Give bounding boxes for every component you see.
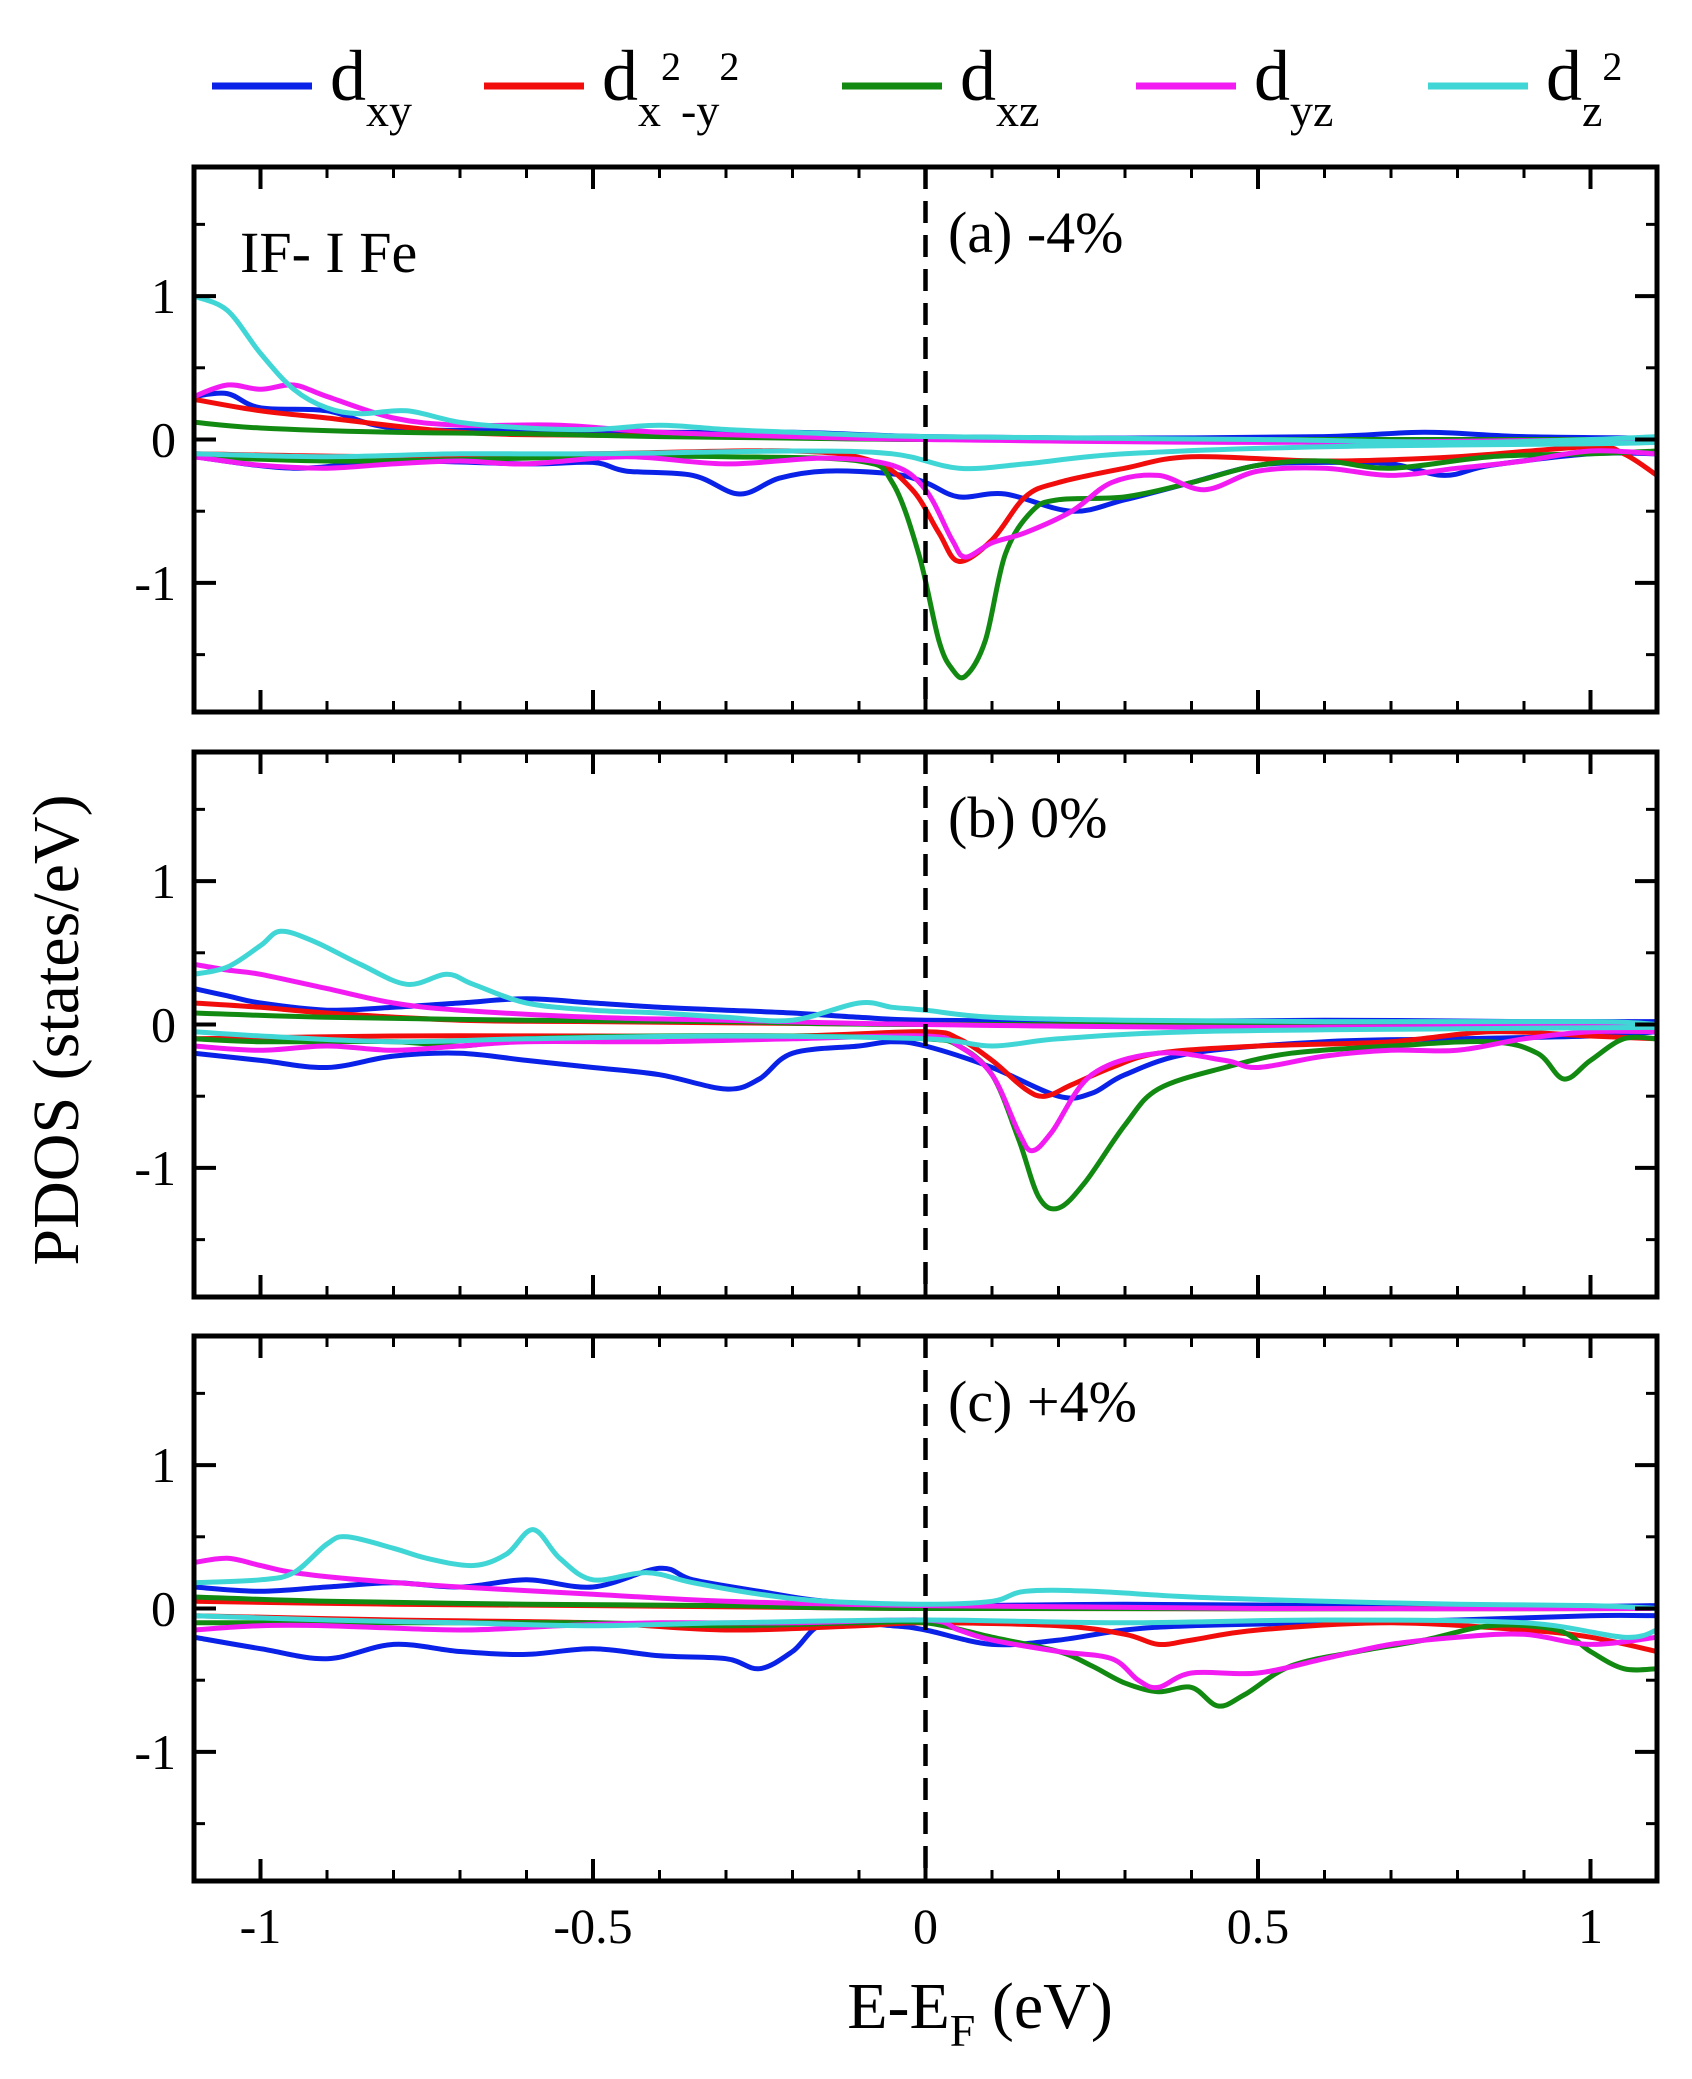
legend-part: -y — [681, 85, 719, 136]
x-axis-title-unit: (eV) — [975, 1970, 1112, 2043]
legend: dxy dx2-y2 dxz dyz dz2 — [212, 36, 1622, 136]
series-dz2-up — [194, 928, 1657, 1027]
series-dz2-down — [194, 439, 1657, 472]
panel-label: (b) 0% — [948, 785, 1107, 850]
legend-part: z — [1582, 85, 1602, 136]
legend-label-dz2: dz2 — [1546, 36, 1622, 136]
series-group — [194, 293, 1657, 681]
system-label: IF- I Fe — [240, 220, 417, 285]
legend-part: d — [330, 36, 366, 116]
legend-part: d — [602, 36, 638, 116]
legend-part: yz — [1290, 85, 1333, 136]
legend-part: 2 — [719, 44, 739, 89]
legend-item-dxy: dxy — [212, 36, 412, 136]
x-tick-label: 0 — [913, 1898, 938, 1954]
y-tick-label: 0 — [151, 412, 176, 468]
panels: 1 0 -1 (a) -4% IF- I Fe 1 0 -1 (b) 0% -1 -0.5 0 0.5 1… — [134, 164, 1660, 1954]
x-axis-title-sub: F — [950, 2005, 976, 2056]
legend-item-dx2y2: dx2-y2 — [484, 36, 739, 136]
x-axis-title: E-EF (eV) — [847, 1970, 1113, 2056]
panel-label: (c) +4% — [948, 1369, 1137, 1434]
legend-label-dxz: dxz — [960, 36, 1039, 136]
legend-part: 2 — [661, 44, 681, 89]
series-dyz-up — [194, 1555, 1657, 1612]
legend-part: d — [1254, 36, 1290, 116]
legend-part: xz — [996, 85, 1039, 136]
legend-part: xy — [366, 85, 412, 136]
y-tick-label: 1 — [151, 1437, 176, 1493]
x-tick-label: -1 — [240, 1898, 282, 1954]
y-tick-label: 0 — [151, 1581, 176, 1637]
panel-label: (a) -4% — [948, 200, 1124, 265]
legend-part: 2 — [1602, 44, 1622, 89]
x-axis-title-main: E-E — [847, 1970, 950, 2043]
legend-part: d — [1546, 36, 1582, 116]
series-dz2-up — [194, 1527, 1657, 1611]
series-dz2-up — [194, 293, 1657, 445]
panel-a: 1 0 -1 (a) -4% IF- I Fe — [134, 164, 1660, 715]
y-tick-label: 1 — [151, 853, 176, 909]
y-tick-label: 0 — [151, 997, 176, 1053]
legend-item-dyz: dyz — [1136, 36, 1333, 136]
legend-label-dx2y2: dx2-y2 — [602, 36, 739, 136]
x-tick-label: 1 — [1578, 1898, 1603, 1954]
x-tick-label: 0.5 — [1227, 1898, 1290, 1954]
series-group — [194, 1527, 1657, 1709]
legend-part: d — [960, 36, 996, 116]
panel-b: 1 0 -1 (b) 0% — [134, 749, 1660, 1300]
series-dyz-up — [194, 961, 1657, 1030]
y-axis-title: PDOS (states/eV) — [20, 794, 93, 1265]
y-tick-label: 1 — [151, 268, 176, 324]
x-tick-label: -0.5 — [553, 1898, 632, 1954]
legend-item-dz2: dz2 — [1428, 36, 1622, 136]
y-tick-label: -1 — [134, 555, 176, 611]
y-tick-label: -1 — [134, 1724, 176, 1780]
legend-part: x — [638, 85, 661, 136]
y-tick-label: -1 — [134, 1140, 176, 1196]
series-dyz-down — [194, 1028, 1657, 1154]
legend-item-dxz: dxz — [842, 36, 1039, 136]
legend-label-dxy: dxy — [330, 36, 412, 136]
legend-label-dyz: dyz — [1254, 36, 1333, 136]
series-group — [194, 928, 1657, 1212]
series-dyz-down — [194, 448, 1657, 560]
panel-c: -1 -0.5 0 0.5 1 1 0 -1 (c) +4% — [134, 1333, 1660, 1954]
series-dyz-down — [194, 1617, 1657, 1691]
